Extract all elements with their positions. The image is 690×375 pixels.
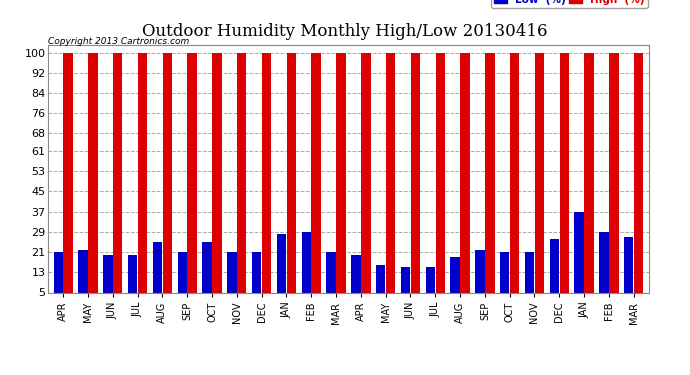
Bar — [550, 240, 559, 305]
Bar — [426, 267, 435, 305]
Bar — [277, 234, 286, 305]
Bar — [535, 53, 544, 305]
Bar — [560, 53, 569, 305]
Bar — [599, 232, 609, 305]
Bar — [361, 53, 371, 305]
Bar — [460, 53, 470, 305]
Bar — [609, 53, 618, 305]
Bar — [311, 53, 321, 305]
Bar — [634, 53, 643, 305]
Bar — [435, 53, 445, 305]
Bar — [485, 53, 495, 305]
Bar — [177, 252, 187, 305]
Bar — [128, 255, 137, 305]
Bar — [152, 242, 162, 305]
Bar — [237, 53, 246, 305]
Bar — [227, 252, 237, 305]
Bar — [202, 242, 212, 305]
Bar — [475, 250, 484, 305]
Bar — [386, 53, 395, 305]
Bar — [163, 53, 172, 305]
Bar — [302, 232, 311, 305]
Bar — [401, 267, 411, 305]
Bar — [451, 257, 460, 305]
Bar — [63, 53, 73, 305]
Bar — [326, 252, 336, 305]
Bar — [286, 53, 296, 305]
Legend: Low  (%), High  (%): Low (%), High (%) — [491, 0, 647, 8]
Bar — [500, 252, 509, 305]
Bar — [188, 53, 197, 305]
Bar — [525, 252, 534, 305]
Bar — [79, 250, 88, 305]
Bar — [103, 255, 112, 305]
Bar — [88, 53, 98, 305]
Bar — [376, 265, 386, 305]
Bar — [411, 53, 420, 305]
Bar — [351, 255, 361, 305]
Bar — [252, 252, 262, 305]
Bar — [138, 53, 147, 305]
Bar — [113, 53, 122, 305]
Bar — [54, 252, 63, 305]
Bar — [510, 53, 520, 305]
Bar — [624, 237, 633, 305]
Bar — [213, 53, 221, 305]
Bar — [584, 53, 594, 305]
Bar — [336, 53, 346, 305]
Bar — [262, 53, 271, 305]
Bar — [575, 211, 584, 305]
Text: Outdoor Humidity Monthly High/Low 20130416: Outdoor Humidity Monthly High/Low 201304… — [142, 22, 548, 39]
Text: Copyright 2013 Cartronics.com: Copyright 2013 Cartronics.com — [48, 38, 190, 46]
